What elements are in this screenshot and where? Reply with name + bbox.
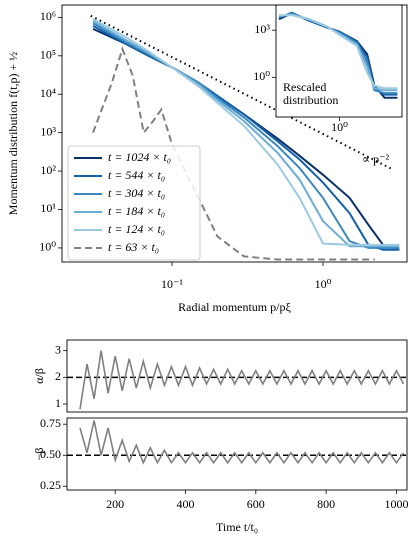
y-tick-label: 10⁵ xyxy=(40,48,56,62)
legend-label: t = 63 × t₀ xyxy=(108,240,159,254)
guide-line xyxy=(90,14,394,171)
y-tick-label: 10¹ xyxy=(40,201,56,215)
y-tick-label: 10⁰ xyxy=(39,240,56,254)
axes-frame xyxy=(275,4,403,118)
axes-frame xyxy=(66,339,408,413)
y-tick-label: 2 xyxy=(55,369,61,383)
x-axis-label: Radial momentum p/pξ xyxy=(178,300,291,314)
annotation: Rescaled xyxy=(283,80,326,94)
legend-label: t = 124 × t₀ xyxy=(108,222,165,236)
y-tick-label: 0.75 xyxy=(40,416,61,430)
y-tick-label: 0.25 xyxy=(40,478,61,492)
legend-box xyxy=(67,145,201,261)
y-tick-label: 10⁰ xyxy=(253,69,270,83)
x-tick-label: 10⁰ xyxy=(315,277,332,291)
x-tick-label: 200 xyxy=(106,497,124,511)
legend-label: t = 544 × t₀ xyxy=(108,168,165,182)
x-tick-label: 1000 xyxy=(384,497,408,511)
y-axis-label: −β xyxy=(32,448,46,461)
x-tick-label: 600 xyxy=(247,497,265,511)
y-tick-label: 10³ xyxy=(254,22,270,36)
series-line xyxy=(79,350,405,410)
series-line xyxy=(279,14,398,90)
y-tick-label: 1 xyxy=(55,396,61,410)
x-tick-label: 10⁻¹ xyxy=(161,277,183,291)
legend-label: t = 304 × t₀ xyxy=(108,186,165,200)
x-tick-label: 800 xyxy=(317,497,335,511)
axes-frame xyxy=(61,4,408,263)
series-line xyxy=(79,420,405,465)
y-tick-label: 10² xyxy=(40,163,56,177)
y-tick-label: 0.50 xyxy=(40,447,61,461)
series-line xyxy=(92,18,400,246)
y-tick-label: 10³ xyxy=(40,124,56,138)
y-axis-label: α/β xyxy=(32,368,46,384)
annotation: ∝ p⁻² xyxy=(362,152,389,166)
x-tick-label: 400 xyxy=(176,497,194,511)
series-line xyxy=(92,25,400,251)
y-axis-label: Momentum distribution f(t,p) + ½ xyxy=(6,52,20,215)
series-line xyxy=(92,45,375,261)
y-tick-label: 10⁴ xyxy=(40,86,56,100)
inset-background xyxy=(276,5,402,117)
axes-frame xyxy=(66,417,408,491)
y-tick-label: 3 xyxy=(55,342,61,356)
legend-label: t = 184 × t₀ xyxy=(108,204,165,218)
legend-label: t = 1024 × t₀ xyxy=(108,150,171,164)
x-tick-label: 10⁰ xyxy=(331,120,348,134)
annotation: distribution xyxy=(283,93,338,107)
y-tick-label: 10⁶ xyxy=(40,9,56,23)
x-axis-label: Time t/t₀ xyxy=(216,520,258,534)
